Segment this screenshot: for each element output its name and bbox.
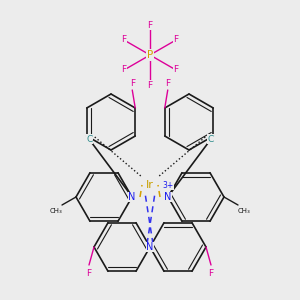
- Text: F: F: [165, 79, 170, 88]
- Text: F: F: [122, 35, 127, 44]
- Text: C: C: [207, 134, 213, 143]
- Text: N: N: [146, 242, 154, 252]
- Text: 3+: 3+: [162, 181, 174, 190]
- Text: F: F: [208, 269, 214, 278]
- Text: F: F: [173, 65, 178, 74]
- Text: F: F: [122, 65, 127, 74]
- Text: F: F: [147, 20, 153, 29]
- Text: F: F: [86, 269, 92, 278]
- Text: N: N: [146, 242, 154, 252]
- Text: P: P: [147, 50, 153, 60]
- Text: Ir: Ir: [146, 180, 154, 190]
- Text: N: N: [128, 192, 136, 202]
- Text: N: N: [164, 192, 172, 202]
- Text: F: F: [130, 79, 135, 88]
- Text: F: F: [147, 80, 153, 89]
- Text: CH₃: CH₃: [238, 208, 250, 214]
- Text: C: C: [87, 134, 93, 143]
- Text: F: F: [173, 35, 178, 44]
- Text: CH₃: CH₃: [50, 208, 62, 214]
